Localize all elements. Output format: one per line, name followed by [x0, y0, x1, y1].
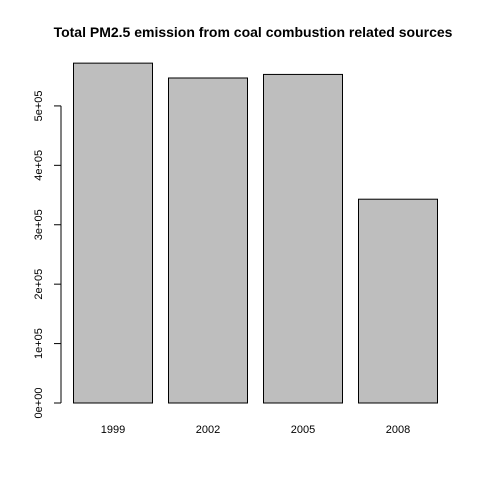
chart-title: Total PM2.5 emission from coal combustio…	[54, 24, 453, 40]
y-tick-label: 3e+05	[33, 209, 45, 240]
x-axis-labels: 1999 2002 2005 2008	[101, 424, 410, 436]
y-tick-label: 2e+05	[33, 269, 45, 300]
y-tick-label: 1e+05	[33, 328, 45, 359]
x-tick-label-2008: 2008	[386, 424, 410, 436]
y-tick-label: 5e+05	[33, 90, 45, 121]
bar-2002	[168, 77, 248, 404]
y-tick-label: 0e+00	[33, 388, 45, 419]
bars-group	[73, 62, 438, 404]
y-tick-label: 4e+05	[33, 150, 45, 181]
y-axis: 0e+00 1e+05 2e+05 3e+05 4e+05 5e+05	[33, 90, 62, 419]
x-tick-label-2002: 2002	[196, 424, 220, 436]
bar-2005	[263, 73, 343, 404]
bar-2008	[358, 198, 438, 404]
x-tick-label-2005: 2005	[291, 424, 315, 436]
bar-1999	[73, 62, 153, 404]
x-tick-label-1999: 1999	[101, 424, 125, 436]
